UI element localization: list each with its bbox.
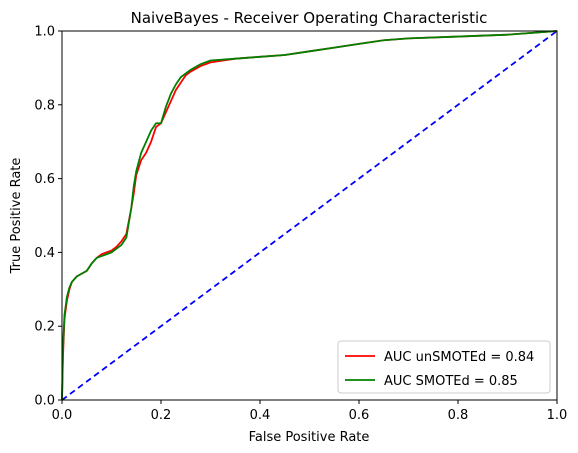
x-tick-label: 1.0 bbox=[547, 408, 568, 423]
x-tick-label: 0.4 bbox=[250, 408, 271, 423]
x-tick-label: 0.8 bbox=[448, 408, 469, 423]
y-axis-ticks: 0.0 0.2 0.4 0.6 0.8 1.0 bbox=[34, 25, 62, 409]
x-tick-label: 0.0 bbox=[52, 408, 73, 423]
chart-title: NaiveBayes - Receiver Operating Characte… bbox=[131, 9, 488, 27]
y-tick-label: 0.0 bbox=[34, 394, 55, 409]
legend-label-smoted: AUC SMOTEd = 0.85 bbox=[384, 374, 518, 389]
legend-label-unsmoted: AUC unSMOTEd = 0.84 bbox=[384, 350, 534, 365]
x-axis-label: False Positive Rate bbox=[249, 430, 370, 445]
legend: AUC unSMOTEd = 0.84 AUC SMOTEd = 0.85 bbox=[338, 341, 550, 393]
x-tick-label: 0.6 bbox=[349, 408, 370, 423]
y-tick-label: 1.0 bbox=[34, 25, 55, 40]
y-tick-label: 0.4 bbox=[34, 246, 55, 261]
x-axis-ticks: 0.0 0.2 0.4 0.6 0.8 1.0 bbox=[52, 400, 568, 423]
x-tick-label: 0.2 bbox=[151, 408, 172, 423]
y-tick-label: 0.6 bbox=[34, 172, 55, 187]
y-tick-label: 0.2 bbox=[34, 320, 55, 335]
y-tick-label: 0.8 bbox=[34, 98, 55, 113]
y-axis-label: True Positive Rate bbox=[9, 158, 24, 275]
